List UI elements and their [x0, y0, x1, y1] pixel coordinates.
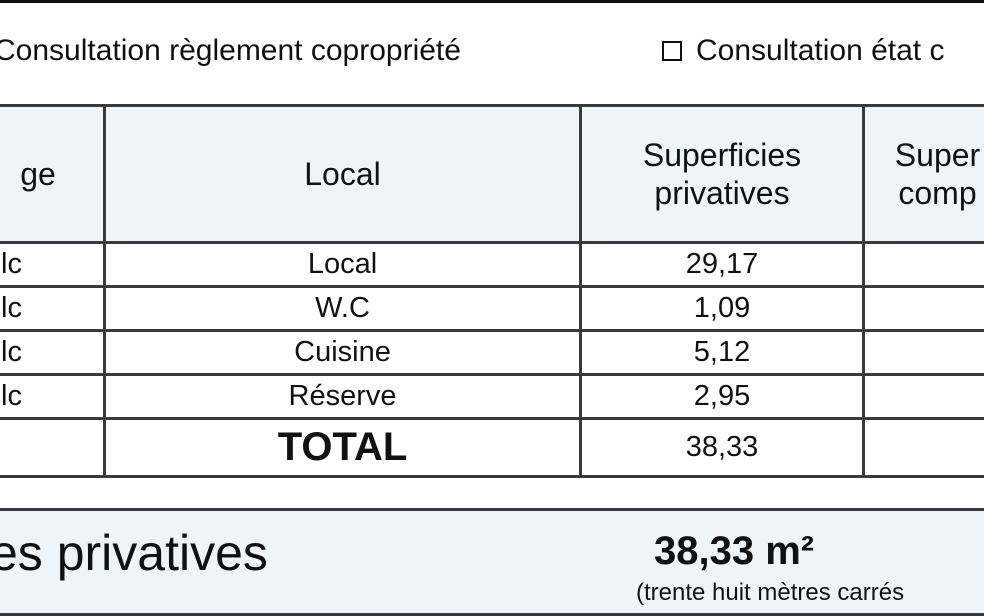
row-superficie: 2,95 — [581, 375, 864, 419]
total-row: TOTAL 38,33 — [0, 419, 984, 477]
row-superficie: 1,09 — [581, 287, 864, 331]
row-comp — [864, 287, 984, 331]
row-local: Réserve — [105, 375, 581, 419]
total-comp — [864, 419, 984, 477]
consultation-etat-label: Consultation état c — [696, 33, 944, 69]
consultation-reglement: Consultation règlement copropriété — [0, 33, 461, 69]
table-row: lc W.C 1,09 — [0, 287, 984, 331]
summary-label: es privatives — [0, 525, 268, 581]
total-floor — [0, 419, 105, 477]
row-superficie: 29,17 — [581, 243, 864, 287]
row-local: W.C — [105, 287, 581, 331]
total-value: 38,33 — [581, 419, 864, 477]
summary-value: 38,33 m² — [654, 529, 814, 574]
row-superficie: 5,12 — [581, 331, 864, 375]
total-label: TOTAL — [105, 419, 581, 477]
header-local: Local — [105, 106, 581, 243]
consultation-etat[interactable]: Consultation état c — [662, 33, 944, 69]
header-etage: ge — [0, 106, 105, 243]
row-local: Cuisine — [105, 331, 581, 375]
row-local: Local — [105, 243, 581, 287]
table-row: lc Cuisine 5,12 — [0, 331, 984, 375]
row-floor: lc — [0, 331, 105, 375]
row-floor: lc — [0, 375, 105, 419]
row-comp — [864, 375, 984, 419]
checkbox-icon[interactable] — [662, 41, 682, 61]
summary-box: es privatives 38,33 m² (trente huit mètr… — [0, 508, 984, 616]
row-comp — [864, 331, 984, 375]
summary-in-words: (trente huit mètres carrés — [636, 579, 904, 607]
table-row: lc Réserve 2,95 — [0, 375, 984, 419]
row-comp — [864, 243, 984, 287]
top-border — [0, 0, 984, 3]
row-floor: lc — [0, 243, 105, 287]
consultation-reglement-label: Consultation règlement copropriété — [0, 34, 461, 67]
row-floor: lc — [0, 287, 105, 331]
table-row: lc Local 29,17 — [0, 243, 984, 287]
